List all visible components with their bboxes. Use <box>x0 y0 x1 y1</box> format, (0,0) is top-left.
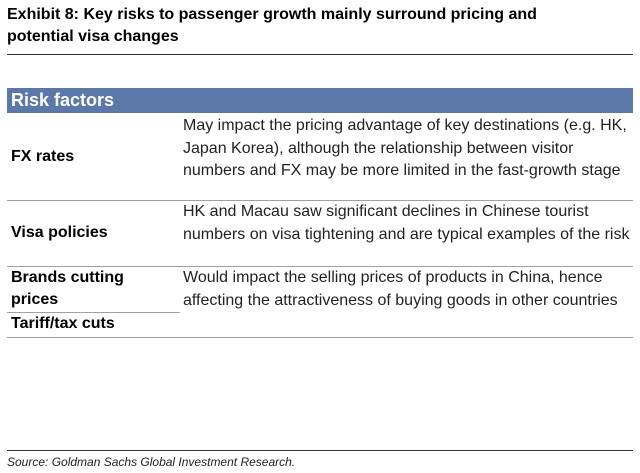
exhibit-title-line-2: potential visa changes <box>7 28 179 45</box>
source-note: Source: Goldman Sachs Global Investment … <box>7 450 633 470</box>
risk-factor-label: Visa policies <box>11 224 108 241</box>
risk-factors-header: Risk factors <box>7 88 633 113</box>
table-row-visa-policies: Visa policies HK and Macau saw significa… <box>7 201 633 265</box>
exhibit-title-line-1: Exhibit 8: Key risks to passenger growth… <box>7 6 537 23</box>
row-divider-partial <box>7 312 180 313</box>
exhibit-title-block: Exhibit 8: Key risks to passenger growth… <box>7 4 633 55</box>
risk-factor-description: May impact the pricing advantage of key … <box>183 117 627 179</box>
row-divider <box>7 337 633 338</box>
row-divider <box>7 266 633 267</box>
risk-factor-label: Brands cutting prices <box>11 269 124 308</box>
risk-factor-label: FX rates <box>11 148 75 165</box>
table-row-fx-rates: FX rates May impact the pricing advantag… <box>7 113 633 199</box>
risk-factor-label-secondary: Tariff/tax cuts <box>11 315 115 332</box>
risk-factor-description: HK and Macau saw significant declines in… <box>183 203 630 243</box>
risk-factor-description: Would impact the selling prices of produ… <box>183 269 618 309</box>
table-row-brands-tariffs: Brands cutting prices Tariff/tax cuts Wo… <box>7 267 633 337</box>
row-divider <box>7 200 633 201</box>
